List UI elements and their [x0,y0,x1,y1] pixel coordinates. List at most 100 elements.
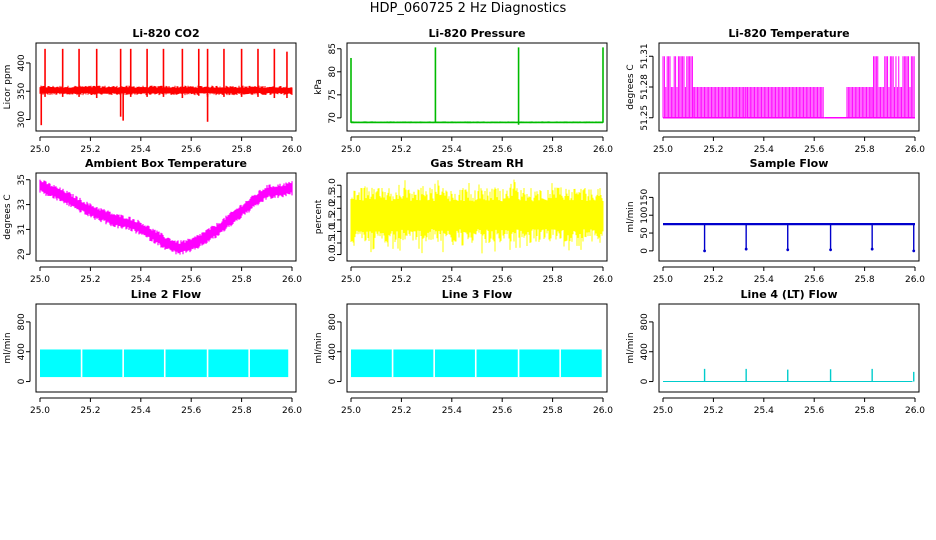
panel-title: Li-820 Pressure [429,27,526,40]
x-tick-label: 25.0 [653,145,673,155]
y-tick-label: 800 [640,313,650,330]
y-tick-label: 400 [17,343,27,360]
x-tick-label: 26.0 [593,145,613,155]
page-title: HDP_060725 2 Hz Diagnostics [369,1,567,16]
x-tick-label: 25.2 [391,275,411,285]
panel-title: Line 4 (LT) Flow [741,288,838,301]
x-tick-label: 25.8 [543,145,563,155]
y-tick-label: 50 [640,227,650,239]
series-dip-point [829,248,832,252]
x-tick-label: 25.8 [232,406,252,416]
y-tick-label: 350 [17,82,27,99]
y-axis-label: ml/min [3,332,13,363]
plot-area [662,56,915,119]
x-tick-label: 25.0 [30,145,50,155]
x-tick-label: 25.2 [80,145,100,155]
y-tick-label: 300 [17,111,27,128]
x-tick-label: 25.4 [442,406,462,416]
x-tick-label: 25.6 [181,275,201,285]
plot-frame [35,172,297,262]
y-tick-label: 400 [640,343,650,360]
panel-9: Line 4 (LT) Flow 25.0 25.2 25.4 25.6 25.8 26.0… [626,288,925,416]
series-dip-point [870,247,874,251]
y-tick-label: 0.5 [328,236,338,250]
series-dip-point [703,249,706,253]
x-tick-label: 26.0 [282,406,302,416]
x-tick-label: 25.4 [131,406,151,416]
y-tick-label: 800 [17,313,27,330]
x-tick-label: 25.2 [703,275,723,285]
plot-area [663,368,915,383]
y-tick-label: 400 [17,54,27,71]
plot-frame [346,303,608,393]
x-tick-label: 26.0 [905,145,925,155]
y-axis-label: degrees C [626,64,636,109]
y-tick-label: 3.0 [328,178,338,193]
panel-title: Sample Flow [750,157,829,170]
y-tick-label: 29 [17,248,27,260]
y-tick-label: 1.5 [328,213,338,227]
x-tick-label: 25.6 [804,275,824,285]
y-tick-label: 0 [640,248,650,254]
y-axis-label: ml/min [314,332,324,363]
x-tick-label: 25.0 [30,275,50,285]
y-tick-label: 51.31 [640,43,650,69]
panel-4: Ambient Box Temperature 25.0 25.2 25.4 25.6 2… [3,157,302,285]
panel-title: Line 3 Flow [442,288,512,301]
panel-7: Line 2 Flow 25.0 25.2 25.4 25.6 25.8 26.0 0 400 8… [3,288,302,416]
x-tick-label: 25.4 [754,406,774,416]
y-axis-label: degrees C [3,194,13,239]
y-tick-label: 51.28 [640,74,650,100]
y-tick-label: 800 [328,313,338,330]
panel-title: Line 2 Flow [131,288,201,301]
panel-3: Li-820 Temperature 25.0 25.2 25.4 25.6 25.8 26… [626,27,925,155]
plot-area [351,349,602,378]
panel-title: Li-820 Temperature [728,27,849,40]
x-tick-label: 25.6 [804,145,824,155]
x-tick-label: 25.4 [442,145,462,155]
x-tick-label: 26.0 [282,145,302,155]
x-tick-label: 25.0 [653,275,673,285]
x-tick-label: 25.4 [442,275,462,285]
x-tick-label: 25.4 [754,145,774,155]
y-tick-label: 1.0 [328,224,338,239]
panel-2: Li-820 Pressure 25.0 25.2 25.4 25.6 25.8 26.0 7… [314,27,613,155]
plot-area [350,47,604,125]
panel-1: Li-820 CO2 25.0 25.2 25.4 25.6 25.8 26.0 300 350… [3,27,302,155]
x-tick-label: 25.8 [543,275,563,285]
panel-8: Line 3 Flow 25.0 25.2 25.4 25.6 25.8 26.0 0 400 8… [314,288,613,416]
y-tick-label: 2.0 [328,201,338,216]
x-tick-label: 25.8 [543,406,563,416]
y-tick-label: 80 [328,66,338,78]
x-tick-label: 26.0 [593,406,613,416]
y-tick-label: 31 [17,224,27,235]
plot-frame [658,42,920,132]
x-tick-label: 25.6 [492,275,512,285]
y-axis-label: ml/min [626,201,636,232]
plot-frame [346,172,608,262]
y-tick-label: 85 [328,43,338,54]
x-tick-label: 25.2 [391,145,411,155]
x-tick-label: 25.4 [131,275,151,285]
series-dip-point [912,249,916,253]
x-tick-label: 25.0 [341,406,361,416]
x-tick-label: 25.4 [754,275,774,285]
panel-title: Li-820 CO2 [132,27,199,40]
plot-area [40,349,289,378]
x-tick-label: 25.8 [855,406,875,416]
plot-area [350,179,604,254]
x-tick-label: 25.8 [232,275,252,285]
series-dip-point [744,247,748,251]
plot-frame [346,42,608,132]
x-tick-label: 25.8 [855,275,875,285]
plot-frame [35,303,297,393]
x-tick-label: 25.0 [341,275,361,285]
x-tick-label: 25.0 [341,145,361,155]
plot-frame [35,42,297,132]
y-tick-label: 150 [640,189,650,206]
x-tick-label: 25.0 [30,406,50,416]
series-dip-point [786,248,790,252]
y-axis-label: ml/min [626,332,636,363]
y-tick-label: 0 [17,378,27,384]
y-tick-label: 400 [328,343,338,360]
